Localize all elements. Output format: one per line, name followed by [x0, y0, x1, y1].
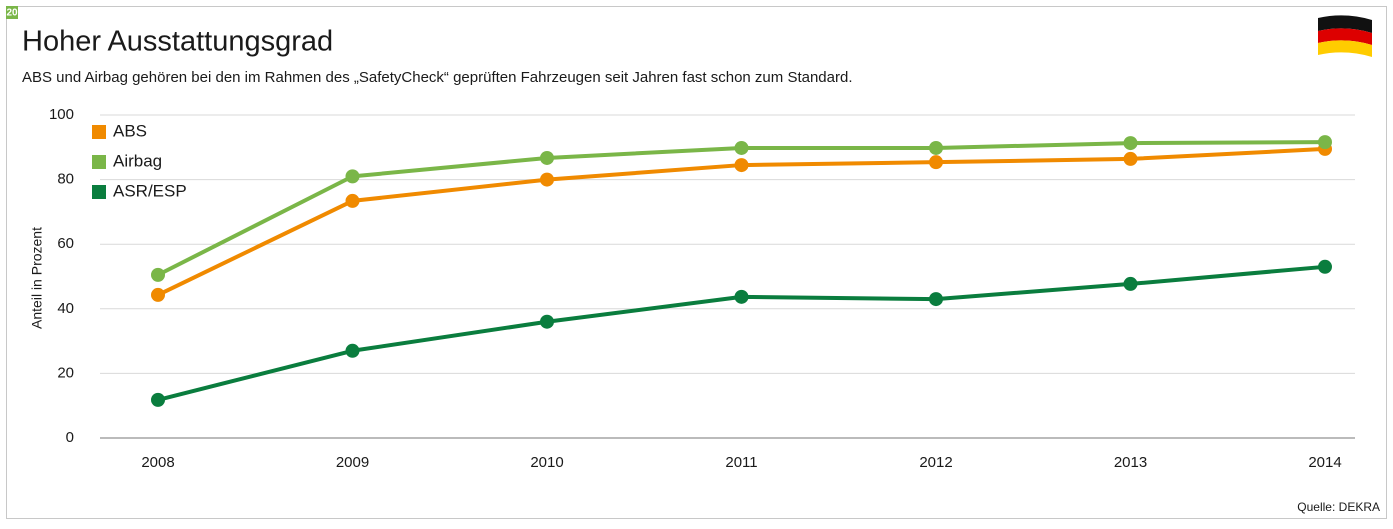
- y-tick-label: 60: [57, 235, 74, 252]
- legend-label: ASR/ESP: [113, 181, 187, 200]
- data-point: [734, 140, 749, 155]
- data-point: [540, 150, 554, 165]
- legend-label: ABS: [113, 121, 147, 140]
- legend-swatch: [92, 185, 106, 199]
- data-point: [345, 169, 360, 184]
- x-tick-label: 2009: [336, 454, 369, 471]
- x-tick-label: 2010: [530, 454, 563, 471]
- data-point: [151, 287, 165, 302]
- data-point: [1123, 151, 1138, 166]
- y-tick-label: 20: [57, 364, 74, 381]
- data-point: [734, 158, 749, 173]
- chart-title: Hoher Ausstattungsgrad: [22, 26, 333, 58]
- data-point: [929, 292, 943, 307]
- data-point: [540, 314, 554, 329]
- y-axis-label: Anteil in Prozent: [29, 227, 45, 329]
- chart-subtitle: ABS und Airbag gehören bei den im Rahmen…: [22, 69, 853, 86]
- data-point: [1318, 259, 1332, 274]
- legend-swatch: [92, 155, 106, 169]
- flag: [1318, 15, 1372, 57]
- badge-bg: [6, 6, 18, 19]
- data-point: [1123, 276, 1138, 291]
- x-tick-label: 2014: [1308, 454, 1341, 471]
- data-point: [734, 289, 749, 304]
- y-tick-label: 40: [57, 300, 74, 317]
- x-tick-label: 2011: [725, 454, 757, 471]
- x-tick-label: 2012: [919, 454, 952, 471]
- series-line: [157, 264, 1326, 402]
- data-point: [929, 140, 943, 155]
- y-tick-label: 0: [66, 429, 74, 446]
- data-point: [345, 193, 360, 208]
- y-tick-label: 80: [57, 171, 74, 188]
- badge: 20: [6, 8, 18, 19]
- data-point: [1123, 136, 1138, 151]
- x-tick-label: 2008: [141, 454, 174, 471]
- frame: [6, 6, 1387, 519]
- data-point: [540, 172, 554, 187]
- legend-label: Airbag: [113, 151, 162, 170]
- data-point: [929, 155, 943, 170]
- x-tick-label: 2013: [1114, 454, 1147, 471]
- data-point: [345, 343, 360, 358]
- data-point: [151, 392, 165, 407]
- data-point: [151, 267, 165, 282]
- source: Quelle: DEKRA: [1297, 500, 1380, 514]
- data-point: [1318, 135, 1332, 150]
- y-tick-label: 100: [49, 106, 74, 123]
- legend-swatch: [92, 125, 106, 139]
